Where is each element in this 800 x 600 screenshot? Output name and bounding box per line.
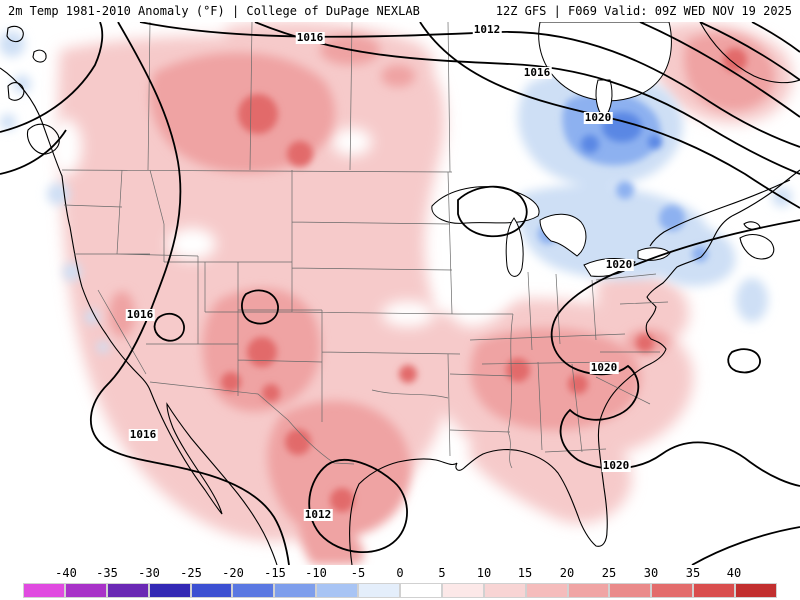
colorbar-swatch (441, 583, 484, 598)
contour-label: 1020 (604, 258, 634, 271)
colorbar-tick-label: -5 (350, 566, 366, 580)
colorbar-swatch (232, 583, 275, 598)
colorbar: -40 -35 -30 -25 -20 -15 -10 -5 0 5 10 15… (0, 565, 800, 600)
colorbar-swatch (316, 583, 359, 598)
colorbar-swatch (106, 583, 149, 598)
colorbar-tick-label: -10 (305, 566, 327, 580)
colorbar-swatch (358, 583, 401, 598)
colorbar-tick-label: 20 (559, 566, 575, 580)
contour-label: 1012 (303, 508, 333, 521)
contour-label: 1016 (522, 66, 552, 79)
colorbar-tick-label: 0 (396, 566, 404, 580)
colorbar-swatches (23, 583, 778, 598)
map-graphic (0, 22, 800, 565)
colorbar-swatch (693, 583, 736, 598)
pressure-contours (0, 22, 800, 565)
contour-label: 1012 (472, 23, 502, 36)
colorbar-swatch (735, 583, 778, 598)
colorbar-swatch (525, 583, 568, 598)
colorbar-tick-label: -25 (180, 566, 202, 580)
colorbar-swatch (651, 583, 694, 598)
colorbar-tick-label: -15 (264, 566, 286, 580)
product-title: 2m Temp 1981-2010 Anomaly (°F) | College… (8, 4, 420, 18)
colorbar-swatch (190, 583, 233, 598)
colorbar-tick-label: 40 (726, 566, 742, 580)
colorbar-tick-label: 30 (643, 566, 659, 580)
colorbar-tick-label: 5 (438, 566, 446, 580)
contour-label: 1020 (583, 111, 613, 124)
colorbar-tick-label: -40 (55, 566, 77, 580)
colorbar-tick-label: 10 (476, 566, 492, 580)
colorbar-swatch (64, 583, 107, 598)
colorbar-tick-label: 15 (517, 566, 533, 580)
colorbar-swatch (609, 583, 652, 598)
colorbar-tick-labels: -40 -35 -30 -25 -20 -15 -10 -5 0 5 10 15… (0, 566, 800, 581)
state-borders (61, 22, 669, 469)
colorbar-tick-label: -30 (138, 566, 160, 580)
colorbar-tick-label: 25 (601, 566, 617, 580)
colorbar-swatch (148, 583, 191, 598)
contour-label: 1016 (128, 428, 158, 441)
colorbar-tick-label: -20 (222, 566, 244, 580)
colorbar-swatch (274, 583, 317, 598)
model-run-info: 12Z GFS | F069 Valid: 09Z WED NOV 19 202… (495, 4, 792, 18)
colorbar-tick-label: -35 (96, 566, 118, 580)
contour-label: 1020 (589, 361, 619, 374)
contour-label: 1020 (601, 459, 631, 472)
header: 2m Temp 1981-2010 Anomaly (°F) | College… (0, 0, 800, 22)
colorbar-swatch (567, 583, 610, 598)
warm-anomaly-strong (221, 48, 747, 512)
water-bodies (431, 22, 672, 277)
colorbar-swatch (483, 583, 526, 598)
anomaly-map: 1016 1012 1016 1020 1020 1016 1020 1016 … (0, 22, 800, 565)
colorbar-tick-label: 35 (685, 566, 701, 580)
contour-label: 1016 (125, 308, 155, 321)
colorbar-swatch (23, 583, 65, 598)
colorbar-swatch (400, 583, 442, 598)
contour-label: 1016 (295, 31, 325, 44)
